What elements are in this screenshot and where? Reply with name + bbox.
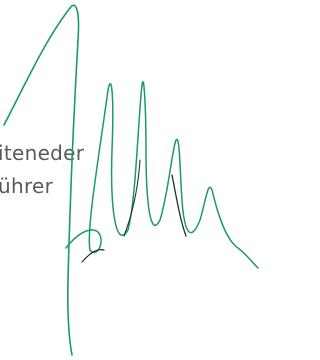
signature — [0, 0, 259, 360]
page: {"text": {"line1": "iteneder", "line2": … — [0, 0, 259, 360]
